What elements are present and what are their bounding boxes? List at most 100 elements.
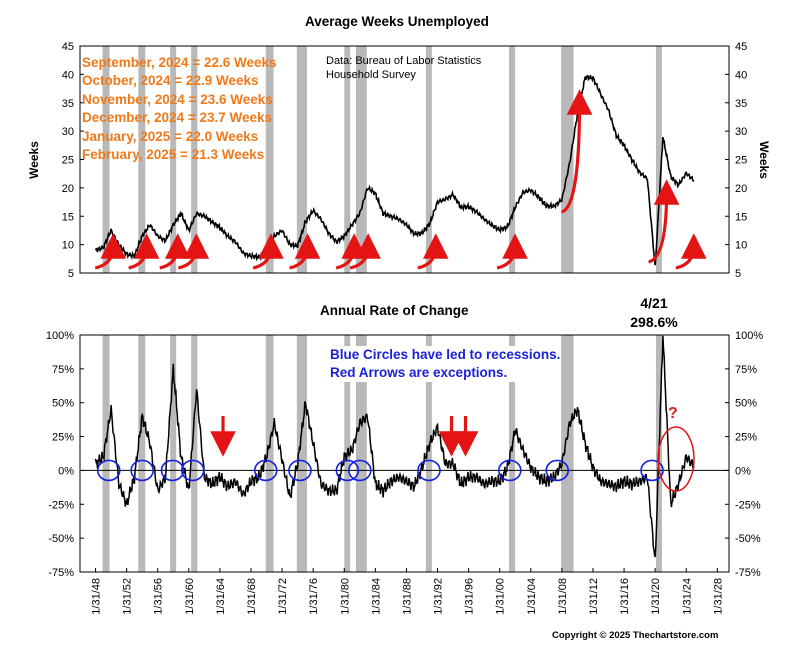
source-note: Data: Bureau of Labor Statistics Househo… xyxy=(326,54,481,82)
red-arrow xyxy=(349,233,381,270)
ylabel-right: Weeks xyxy=(757,141,771,179)
series-bottom xyxy=(94,335,695,558)
recession-band xyxy=(170,46,177,273)
x-tick-label: 1/31/48 xyxy=(91,578,103,615)
blue-circle xyxy=(417,459,441,482)
y-tick-label-right: 0% xyxy=(735,465,751,477)
recession-band xyxy=(102,335,110,572)
y-tick-label-left: 45 xyxy=(62,41,74,53)
x-tick-label: 1/31/64 xyxy=(215,578,227,615)
blue-circle xyxy=(130,459,154,482)
x-tick-label: 1/31/24 xyxy=(681,578,693,615)
blue-circle xyxy=(545,459,570,482)
y-tick-label-left: 35 xyxy=(62,98,74,110)
bottom-panel-frame xyxy=(79,334,730,573)
recession-bands-bottom xyxy=(102,335,662,572)
y-tick-label-right: 35 xyxy=(735,98,747,110)
recession-band xyxy=(102,46,110,273)
x-tick-label: 1/31/96 xyxy=(464,578,476,615)
recession-band xyxy=(296,335,307,572)
y-tick-label-left: 10 xyxy=(62,240,74,252)
y-tick-label-right: 100% xyxy=(735,330,763,342)
y-tick-label-left: 30 xyxy=(62,126,74,138)
blue-circle xyxy=(96,459,121,482)
recession-band xyxy=(355,335,367,572)
y-tick-label-left: 100% xyxy=(46,330,74,342)
blue-circles xyxy=(96,459,664,482)
recession-band xyxy=(509,46,516,273)
recession-band xyxy=(355,46,367,273)
y-ticks-top: 5 5 10 10 15 15 20 20 25 25 30 30 35 35 40 40 45 45 xyxy=(62,41,748,280)
y-tick-label-left: -25% xyxy=(48,499,74,511)
y-tick-label-right: 50% xyxy=(735,398,757,410)
blue-circle xyxy=(160,459,185,482)
red-arrow xyxy=(496,233,528,270)
legend-note: Blue Circles have led to recessions. Red… xyxy=(330,346,561,382)
x-tick-label: 1/31/88 xyxy=(401,578,413,615)
blue-circle xyxy=(498,459,522,482)
y-tick-label-right: 25 xyxy=(735,155,747,167)
question-mark: ? xyxy=(668,405,678,422)
x-ticks: 1/31/48 1/31/52 1/31/56 1/31/60 1/31/64 1/31/… xyxy=(91,568,724,615)
red-arrow xyxy=(417,233,449,270)
blue-circle xyxy=(348,459,372,482)
x-tick-label: 1/31/76 xyxy=(308,578,320,615)
y-tick-label-right: -25% xyxy=(735,499,761,511)
recession-band xyxy=(191,335,198,572)
recession-band xyxy=(561,46,574,273)
copyright: Copyright © 2025 Thechartstore.com xyxy=(552,630,719,641)
y-tick-label-left: 25 xyxy=(62,155,74,167)
y-tick-label-right: 5 xyxy=(735,268,741,280)
recession-band xyxy=(655,46,662,273)
y-tick-label-right: 20 xyxy=(735,183,747,195)
series-top xyxy=(94,75,695,266)
series-line-weeks xyxy=(94,75,695,266)
x-tick-label: 1/31/92 xyxy=(433,578,445,615)
latest-value: November, 2024 = 23.6 Weeks xyxy=(82,91,273,107)
y-tick-label-right: 75% xyxy=(735,364,757,376)
red-arrows xyxy=(94,89,707,270)
y-tick-label-right: 45 xyxy=(735,41,747,53)
down-arrows xyxy=(210,416,479,457)
recession-band xyxy=(344,46,351,273)
source-line: Household Survey xyxy=(326,69,416,81)
x-tick-label: 1/31/04 xyxy=(526,578,538,615)
x-tick-label: 1/31/84 xyxy=(370,578,382,615)
recession-band xyxy=(191,46,198,273)
x-tick-label: 1/31/80 xyxy=(339,578,351,615)
recession-band xyxy=(509,335,516,572)
ylabel-left: Weeks xyxy=(27,141,41,179)
red-arrow xyxy=(675,233,707,270)
latest-values-annotation: September, 2024 = 22.6 Weeks October, 20… xyxy=(82,54,277,164)
y-tick-label-right: 10 xyxy=(735,240,747,252)
x-tick-label: 1/31/60 xyxy=(184,578,196,615)
red-arrow xyxy=(159,233,191,270)
y-tick-label-left: 5 xyxy=(68,268,74,280)
red-arrow xyxy=(335,233,367,270)
y-tick-label-right: -50% xyxy=(735,533,761,545)
y-tick-label-left: 15 xyxy=(62,211,74,223)
x-tick-label: 1/31/00 xyxy=(495,578,507,615)
recession-band xyxy=(425,46,432,273)
blue-circle xyxy=(253,459,278,482)
red-arrow xyxy=(94,233,126,270)
y-tick-label-left: 40 xyxy=(62,69,74,81)
x-tick-label: 1/31/12 xyxy=(588,578,600,615)
recession-band xyxy=(170,335,177,572)
y-tick-label-left: 25% xyxy=(52,432,74,444)
peak-annotation: 4/21 298.6% xyxy=(614,294,694,332)
red-arrow xyxy=(289,233,321,270)
recession-band xyxy=(138,335,146,572)
x-tick-label: 1/31/72 xyxy=(277,578,289,615)
red-arrow xyxy=(177,233,210,270)
top-chart-title: Average Weeks Unemployed xyxy=(305,14,489,29)
legend-line: Blue Circles have led to recessions. xyxy=(330,347,561,362)
source-line: Data: Bureau of Labor Statistics xyxy=(326,55,482,67)
recession-band xyxy=(265,335,274,572)
y-tick-label-left: 0% xyxy=(58,465,74,477)
y-tick-label-left: 20 xyxy=(62,183,74,195)
blue-circle xyxy=(640,459,664,482)
y-tick-label-right: -75% xyxy=(735,567,761,579)
